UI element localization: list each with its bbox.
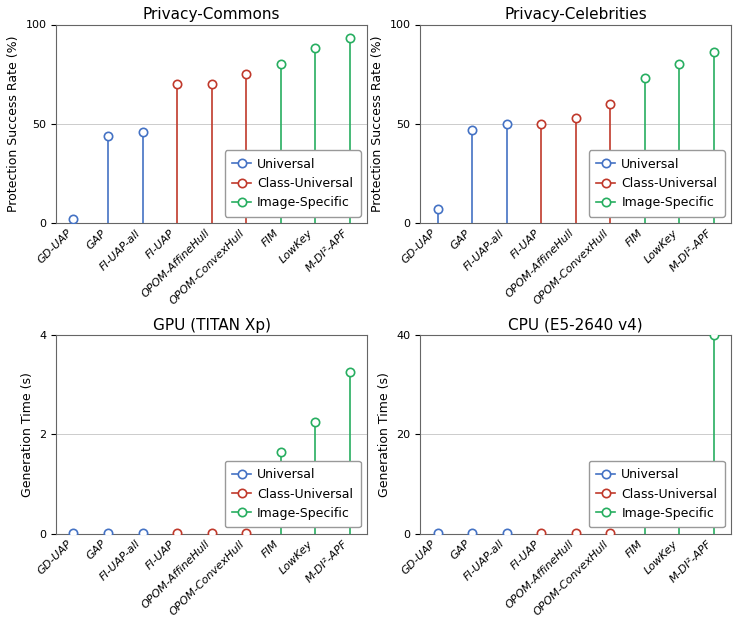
Y-axis label: Generation Time (s): Generation Time (s): [378, 372, 391, 497]
Title: CPU (E5-2640 v4): CPU (E5-2640 v4): [508, 318, 643, 333]
Title: Privacy-Celebrities: Privacy-Celebrities: [504, 7, 647, 22]
Title: GPU (TITAN Xp): GPU (TITAN Xp): [153, 318, 271, 333]
Legend: Universal, Class-Universal, Image-Specific: Universal, Class-Universal, Image-Specif…: [589, 461, 725, 527]
Y-axis label: Protection Success Rate (%): Protection Success Rate (%): [371, 36, 384, 212]
Y-axis label: Protection Success Rate (%): Protection Success Rate (%): [7, 36, 20, 212]
Legend: Universal, Class-Universal, Image-Specific: Universal, Class-Universal, Image-Specif…: [224, 461, 361, 527]
Title: Privacy-Commons: Privacy-Commons: [143, 7, 280, 22]
Legend: Universal, Class-Universal, Image-Specific: Universal, Class-Universal, Image-Specif…: [224, 150, 361, 217]
Legend: Universal, Class-Universal, Image-Specific: Universal, Class-Universal, Image-Specif…: [589, 150, 725, 217]
Y-axis label: Generation Time (s): Generation Time (s): [21, 372, 34, 497]
